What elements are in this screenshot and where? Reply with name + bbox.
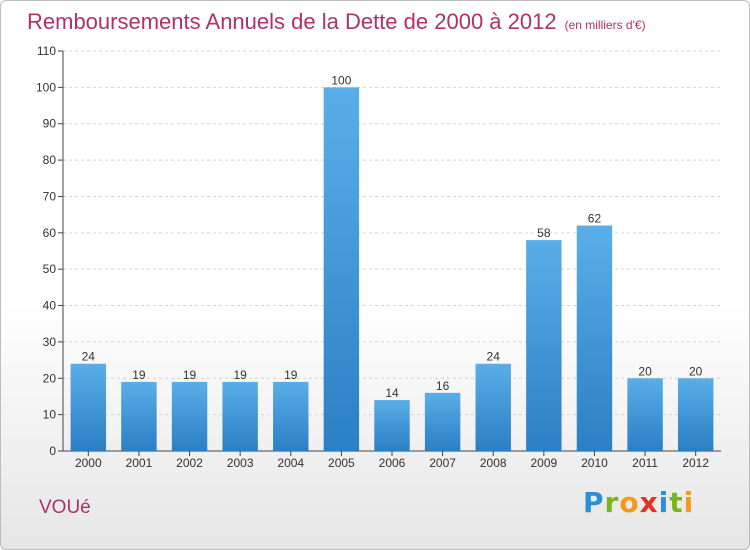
data-label: 19 (233, 368, 247, 382)
bar (576, 225, 613, 451)
data-label: 19 (132, 368, 146, 382)
x-tick-label: 2006 (379, 456, 406, 470)
y-tick-label: 30 (43, 335, 57, 349)
logo-letter: i (683, 486, 695, 519)
y-tick-label: 20 (43, 371, 57, 385)
grid-lines (63, 50, 721, 416)
data-label: 24 (487, 350, 501, 364)
bar (273, 381, 309, 451)
bar (475, 363, 511, 451)
data-label: 20 (638, 364, 652, 378)
logo-letter: i (658, 486, 670, 519)
data-label: 14 (385, 386, 399, 400)
labels: 24 19 19 19 19 100 14 16 24 58 62 20 20 (82, 73, 703, 400)
x-tick-label: 2000 (75, 456, 102, 470)
bar (70, 363, 107, 451)
y-tick-label: 50 (43, 262, 57, 276)
data-label: 19 (183, 368, 197, 382)
x-tick-label: 2012 (682, 456, 709, 470)
logo-letter: x (639, 486, 659, 519)
chart-subtitle: (en milliers d'€) (564, 18, 646, 32)
x-tick-label: 2002 (176, 456, 203, 470)
bar (323, 87, 360, 451)
bar (222, 381, 258, 451)
bars (70, 87, 714, 451)
x-tick-label: 2003 (227, 456, 254, 470)
bar (677, 378, 714, 451)
y-tick-label: 110 (37, 44, 56, 58)
data-label: 100 (331, 73, 351, 87)
commune-name: VOUé (39, 497, 91, 518)
data-label: 20 (689, 364, 703, 378)
x-tick-label: 2011 (632, 456, 658, 470)
chart-title-text: Remboursements Annuels de la Dette de 20… (27, 9, 557, 34)
bar (121, 381, 157, 451)
y-tick-label: 70 (43, 189, 57, 203)
data-label: 24 (82, 350, 96, 364)
y-tick-label: 40 (43, 299, 57, 313)
x-tick-label: 2001 (126, 456, 153, 470)
logo-letter: t (669, 486, 684, 519)
data-label: 16 (436, 379, 450, 393)
bar (374, 400, 410, 451)
x-tick-label: 2009 (530, 456, 557, 470)
y-tick-label: 10 (43, 408, 57, 422)
x-tick-label: 2010 (581, 456, 608, 470)
bar (171, 381, 208, 451)
chart-title: Remboursements Annuels de la Dette de 20… (27, 9, 646, 35)
y-tick-label: 80 (43, 153, 57, 167)
proxiti-logo: Proxiti (583, 486, 694, 519)
y-tick-label: 90 (43, 117, 57, 131)
x-tick-label: 2007 (429, 456, 456, 470)
x-tick-label: 2005 (328, 456, 355, 470)
data-label: 62 (588, 212, 602, 226)
x-tick-label: 2008 (480, 456, 507, 470)
logo-letter: P (583, 486, 605, 519)
y-tick-label: 0 (49, 444, 56, 458)
bar (526, 240, 562, 451)
axes: 0 10 20 30 40 50 60 70 80 90 100 110 2000 2001 2002 200… (36, 44, 721, 470)
x-tick-label: 2004 (277, 456, 304, 470)
logo-letter: r (604, 486, 620, 519)
y-tick-label: 60 (43, 226, 57, 240)
logo-letter: o (619, 486, 640, 519)
bar (424, 392, 461, 451)
data-label: 58 (537, 226, 551, 240)
bar (627, 378, 663, 451)
y-tick-label: 100 (36, 80, 56, 94)
data-label: 19 (284, 368, 298, 382)
